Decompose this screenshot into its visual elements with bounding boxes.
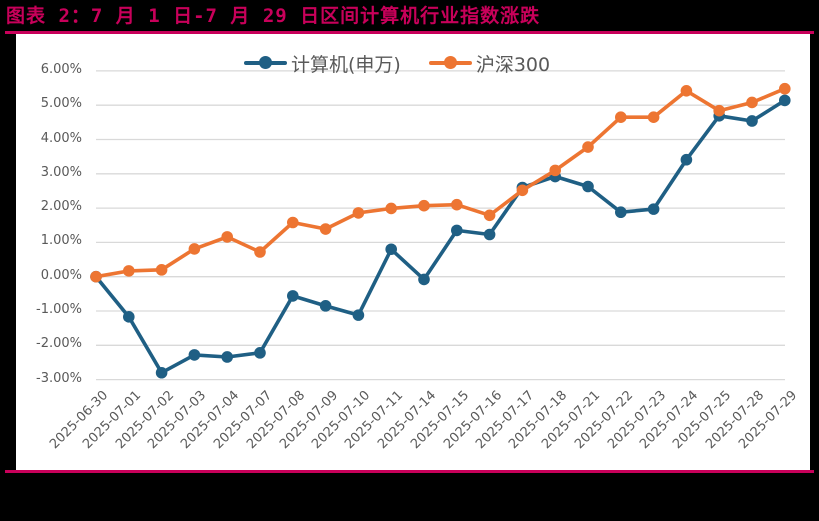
legend-item-csi300: 沪深300 — [428, 50, 551, 77]
data-point — [418, 199, 430, 212]
data-point — [221, 231, 233, 243]
data-point — [123, 265, 135, 277]
footer-divider — [5, 470, 814, 473]
data-point — [680, 153, 693, 166]
figure-title: 图表 2：7 月 1 日-7 月 29 日区间计算机行业指数涨跌 — [6, 5, 541, 27]
y-tick-label: 2.00% — [40, 199, 82, 215]
data-point — [582, 141, 594, 153]
legend-label: 计算机(申万) — [291, 53, 401, 76]
data-point — [188, 243, 201, 255]
series-csi300 — [90, 82, 791, 283]
data-point — [418, 273, 430, 286]
data-point — [155, 264, 168, 276]
data-point — [385, 243, 398, 256]
data-point — [647, 203, 660, 215]
gridlines — [96, 70, 785, 381]
y-tick-label: -1.00% — [36, 302, 82, 317]
data-point — [615, 111, 627, 124]
chart-panel — [16, 34, 810, 470]
y-tick-label: 5.00% — [40, 96, 82, 112]
data-point — [549, 164, 561, 177]
data-point — [287, 216, 299, 229]
data-point — [221, 351, 233, 363]
y-tick-label: 4.00% — [40, 130, 82, 146]
legend-item-computer: 计算机(申万) — [244, 50, 401, 77]
data-point — [352, 207, 365, 219]
series-lines — [90, 82, 791, 379]
y-tick-label: 6.00% — [40, 61, 82, 77]
data-point — [287, 290, 299, 302]
y-tick-label: 0.00% — [40, 267, 82, 283]
data-point — [451, 198, 463, 211]
data-point — [647, 111, 660, 124]
data-point — [746, 115, 758, 127]
y-tick-label: 1.00% — [40, 233, 82, 249]
series-computer — [90, 94, 791, 379]
legend-marker-icon — [244, 56, 287, 69]
data-point — [483, 209, 496, 222]
title-divider — [5, 31, 814, 34]
data-point — [319, 300, 332, 312]
data-point — [779, 82, 791, 95]
y-tick-label: -2.00% — [36, 336, 82, 352]
data-point — [713, 104, 725, 117]
data-point — [680, 84, 693, 97]
data-point — [155, 366, 168, 379]
legend-label: 沪深300 — [475, 53, 551, 76]
data-point — [188, 349, 201, 361]
data-point — [254, 347, 266, 359]
data-point — [319, 223, 332, 235]
data-point — [385, 202, 398, 215]
legend: 计算机(申万) 沪深300 — [244, 50, 578, 76]
data-point — [352, 309, 365, 321]
data-point — [483, 228, 496, 241]
data-point — [746, 96, 758, 109]
legend-marker-icon — [428, 56, 472, 69]
data-point — [615, 206, 627, 219]
y-tick-label: 3.00% — [40, 164, 82, 180]
y-tick-label: -3.00% — [36, 370, 82, 386]
data-point — [123, 311, 135, 323]
data-point — [582, 180, 594, 193]
data-point — [779, 94, 791, 107]
data-point — [451, 224, 463, 237]
data-point — [516, 184, 529, 197]
data-point — [90, 270, 102, 283]
data-point — [254, 246, 266, 258]
